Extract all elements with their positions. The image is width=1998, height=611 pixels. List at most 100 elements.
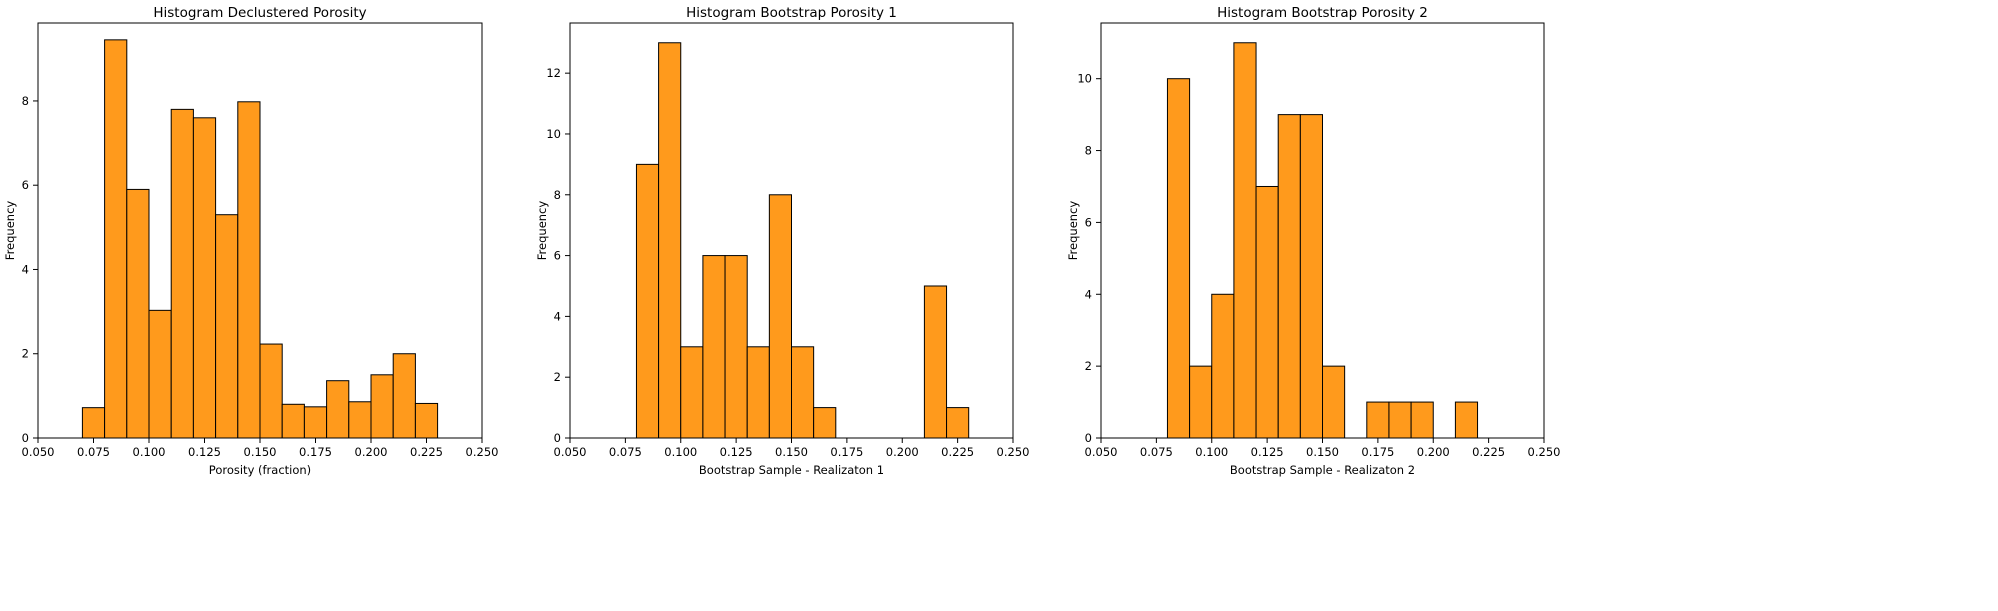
- x-tick-label: 0.175: [299, 445, 332, 459]
- histogram-bar: [702, 255, 726, 439]
- y-axis-ticks: 0 2 4 6 8: [22, 94, 38, 445]
- x-tick-label: 0.100: [1195, 445, 1228, 459]
- histogram-bar: [237, 101, 261, 439]
- chart-title: Histogram Bootstrap Porosity 2: [1217, 5, 1428, 21]
- histogram-bar: [1322, 365, 1346, 439]
- y-axis-label: Frequency: [1066, 201, 1080, 261]
- x-axis-label: Porosity (fraction): [209, 463, 311, 477]
- y-tick-label: 2: [1085, 359, 1092, 373]
- y-tick-label: 0: [22, 431, 29, 445]
- y-tick-label: 4: [554, 309, 561, 323]
- y-tick-label: 6: [554, 249, 561, 263]
- y-tick-label: 0: [554, 431, 561, 445]
- y-tick-label: 8: [1085, 144, 1092, 158]
- x-tick-label: 0.175: [1361, 445, 1394, 459]
- histogram-bar: [923, 285, 948, 439]
- y-tick-label: 4: [22, 262, 29, 276]
- x-tick-label: 0.125: [1251, 445, 1284, 459]
- y-axis-ticks: 0 2 4 6 8 10 12: [546, 66, 570, 445]
- x-axis-label: Bootstrap Sample - Realizaton 2: [1230, 463, 1415, 477]
- x-axis-ticks: 0.050 0.075 0.100 0.125 0.150 0.175 0.200 0.225…: [554, 438, 1030, 459]
- histogram-bar: [81, 407, 106, 439]
- histogram-bar: [1255, 185, 1279, 439]
- histogram-bar: [348, 401, 372, 439]
- x-tick-label: 0.125: [720, 445, 753, 459]
- y-tick-label: 6: [22, 178, 29, 192]
- histogram-bar: [724, 255, 748, 439]
- histogram-bar: [414, 402, 439, 439]
- histogram-bar: [1166, 78, 1191, 439]
- histogram-bar: [1388, 401, 1412, 439]
- x-axis-label: Bootstrap Sample - Realizaton 1: [699, 463, 884, 477]
- y-axis-label: Frequency: [535, 201, 549, 261]
- histogram-bar: [392, 353, 416, 439]
- x-tick-label: 0.075: [77, 445, 110, 459]
- x-tick-label: 0.225: [410, 445, 443, 459]
- bar-group: [1166, 42, 1479, 439]
- histogram-bar: [1277, 114, 1301, 439]
- x-tick-label: 0.225: [941, 445, 974, 459]
- y-tick-label: 12: [546, 66, 561, 80]
- x-tick-label: 0.200: [355, 445, 388, 459]
- x-tick-label: 0.250: [466, 445, 499, 459]
- histogram-bar: [768, 194, 792, 439]
- histogram-bar: [1366, 401, 1390, 439]
- x-tick-label: 0.250: [1528, 445, 1561, 459]
- histogram-bar: [1211, 293, 1235, 439]
- y-tick-label: 8: [554, 188, 561, 202]
- y-tick-label: 6: [1085, 215, 1092, 229]
- histogram-bar: [104, 39, 128, 439]
- histogram-bar: [746, 346, 770, 439]
- histogram-bar: [215, 214, 239, 439]
- y-tick-label: 10: [546, 127, 561, 141]
- x-tick-label: 0.100: [133, 445, 166, 459]
- histogram-bar: [658, 42, 682, 439]
- x-tick-label: 0.050: [22, 445, 55, 459]
- y-tick-label: 10: [1077, 72, 1092, 86]
- histogram-bar: [1189, 365, 1213, 439]
- x-tick-label: 0.250: [997, 445, 1030, 459]
- histogram-bar: [680, 346, 704, 439]
- x-tick-label: 0.150: [1306, 445, 1339, 459]
- x-tick-label: 0.175: [830, 445, 863, 459]
- histogram-bar: [1299, 114, 1323, 439]
- x-tick-label: 0.150: [775, 445, 808, 459]
- histogram-bar: [635, 163, 660, 439]
- histogram-bar: [259, 343, 283, 439]
- panel-bootstrap-porosity-2: 0.050 0.075 0.100 0.125 0.150 0.175 0.200 0.225…: [1066, 5, 1560, 477]
- x-tick-label: 0.150: [244, 445, 277, 459]
- histogram-bar: [326, 380, 350, 439]
- histogram-bar: [813, 407, 837, 439]
- chart-title: Histogram Declustered Porosity: [153, 5, 366, 21]
- x-tick-label: 0.100: [664, 445, 697, 459]
- chart-title: Histogram Bootstrap Porosity 1: [686, 5, 897, 21]
- histogram-bar: [170, 108, 194, 439]
- x-tick-label: 0.075: [609, 445, 642, 459]
- y-axis-ticks: 0 2 4 6 8 10: [1077, 72, 1101, 445]
- y-axis-label: Frequency: [3, 201, 17, 261]
- histogram-bar: [791, 346, 815, 439]
- histogram-bar: [370, 374, 394, 439]
- histogram-bar: [1454, 401, 1479, 439]
- x-tick-label: 0.050: [554, 445, 587, 459]
- x-tick-label: 0.125: [188, 445, 221, 459]
- histogram-bar: [148, 309, 172, 439]
- histogram-bar: [192, 117, 217, 439]
- y-tick-label: 8: [22, 94, 29, 108]
- y-tick-label: 0: [1085, 431, 1092, 445]
- y-tick-label: 4: [1085, 287, 1092, 301]
- x-tick-label: 0.225: [1472, 445, 1505, 459]
- x-tick-label: 0.200: [1417, 445, 1450, 459]
- histogram-bar: [1233, 42, 1257, 439]
- histogram-bar: [281, 403, 305, 439]
- x-axis-ticks: 0.050 0.075 0.100 0.125 0.150 0.175 0.200 0.225…: [1085, 438, 1561, 459]
- histogram-bar: [126, 188, 150, 439]
- bar-group: [635, 42, 970, 439]
- y-tick-label: 2: [22, 347, 29, 361]
- y-tick-label: 2: [554, 370, 561, 384]
- x-axis-ticks: 0.050 0.075 0.100 0.125 0.150 0.175 0.200 0.225…: [22, 438, 499, 459]
- x-tick-label: 0.200: [886, 445, 919, 459]
- x-tick-label: 0.050: [1085, 445, 1118, 459]
